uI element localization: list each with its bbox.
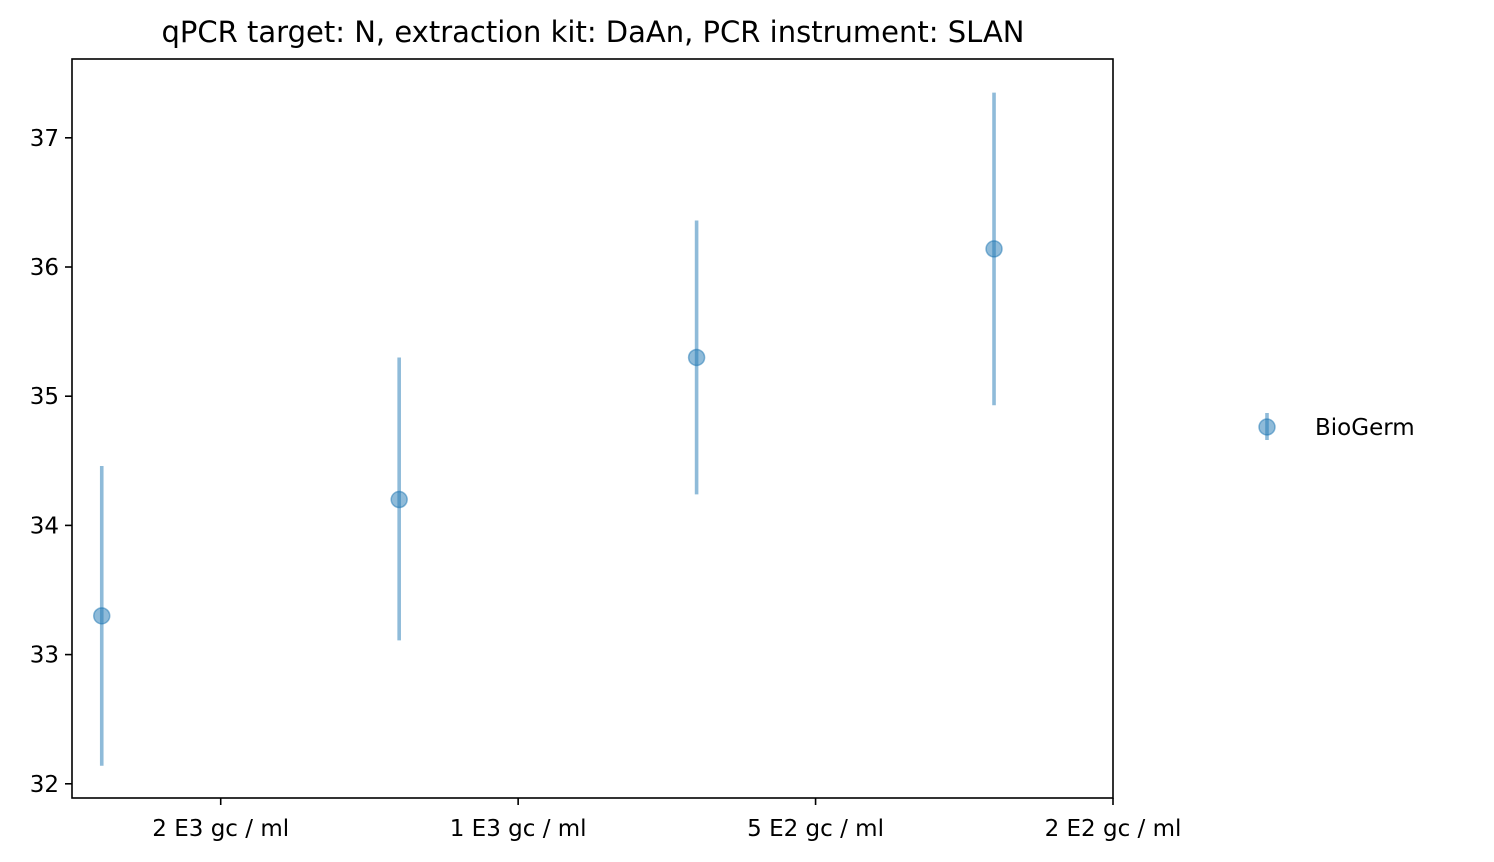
y-tick-label: 37 — [30, 126, 59, 152]
y-tick-label: 36 — [30, 255, 59, 281]
chart-title: qPCR target: N, extraction kit: DaAn, PC… — [162, 15, 1025, 49]
data-point — [92, 607, 111, 625]
y-axis: 32 33 34 35 36 37 — [30, 126, 72, 798]
data-point — [687, 348, 706, 367]
data-point — [390, 490, 408, 509]
legend: BioGerm — [1258, 413, 1415, 441]
y-tick-label: 32 — [30, 772, 59, 798]
legend-marker-biogerm — [1258, 413, 1276, 440]
plot-area — [71, 58, 1114, 799]
x-axis: 2 E3 gc / ml 1 E3 gc / ml 5 E2 gc / ml 2 E2… — [152, 798, 1181, 842]
x-tick-label: 2 E3 gc / ml — [152, 816, 289, 842]
x-tick-label: 1 E3 gc / ml — [450, 816, 587, 842]
series-layer — [92, 92, 1003, 766]
y-tick-label: 34 — [30, 513, 59, 539]
data-point — [985, 240, 1003, 258]
plot-frame — [71, 58, 1114, 799]
x-tick-label: 2 E2 gc / ml — [1045, 816, 1182, 842]
legend-label-biogerm: BioGerm — [1315, 415, 1415, 441]
legend-point — [1258, 418, 1276, 436]
x-tick-label: 5 E2 gc / ml — [747, 816, 884, 842]
y-tick-label: 33 — [30, 643, 59, 669]
y-tick-label: 35 — [30, 384, 59, 410]
